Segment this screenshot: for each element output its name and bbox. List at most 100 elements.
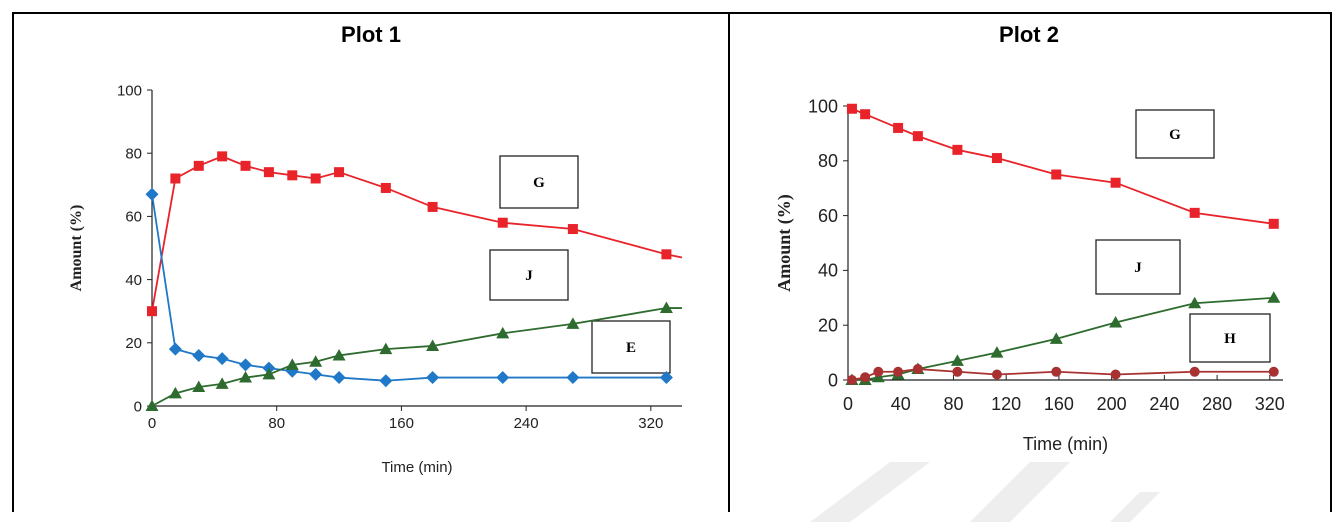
series-0-point	[147, 306, 157, 317]
series-0-point	[334, 167, 345, 178]
label-box-frame	[499, 155, 579, 209]
series-0-point	[860, 109, 871, 120]
series-0-point	[1051, 169, 1062, 180]
x-tick-label: 80	[943, 394, 963, 414]
series-label-box: J	[1095, 239, 1181, 295]
series-0-point	[287, 170, 298, 181]
y-tick-label: 40	[125, 272, 142, 289]
series-2-point	[1189, 366, 1200, 377]
label-box-frame	[1189, 313, 1271, 363]
series-1-point	[566, 371, 580, 385]
label-box-text: G	[1169, 127, 1181, 143]
series-1-point	[1267, 291, 1281, 303]
series-0-point	[380, 182, 391, 193]
series-1-point	[1109, 315, 1123, 328]
series-2-point	[332, 348, 346, 361]
y-tick-label: 80	[125, 145, 142, 162]
label-box-text: H	[1224, 331, 1236, 347]
series-2-point	[846, 375, 857, 385]
x-tick-label: 240	[514, 415, 539, 432]
series-2-point	[379, 342, 393, 355]
plot-2-panel: Plot 2 0 40 80 120 160 200 240 280 320 0 20 40 60 80 1…	[728, 12, 1332, 512]
series-0-point	[427, 201, 438, 212]
series-1-point	[239, 358, 253, 372]
series-0-point	[991, 153, 1002, 164]
series-0-line	[851, 107, 1274, 225]
series-2-point	[566, 317, 580, 329]
series-1-point	[192, 348, 206, 362]
series-2-point	[952, 366, 963, 377]
series-2-point	[426, 339, 440, 351]
series-0-point	[310, 173, 321, 184]
series-2-point	[309, 355, 323, 367]
plot-2-title: Plot 2	[999, 22, 1059, 47]
series-2-point	[168, 386, 182, 399]
series-2-point	[860, 372, 871, 383]
x-tick-label: 0	[148, 415, 156, 432]
x-tick-label: 80	[268, 415, 285, 432]
x-tick-label: 240	[1149, 394, 1179, 414]
series-1-point	[990, 346, 1004, 358]
series-1-point	[950, 354, 964, 366]
label-box-frame	[1135, 109, 1215, 159]
label-box-frame	[1095, 239, 1181, 295]
y-tick-label: 60	[818, 206, 838, 226]
series-2-point	[215, 377, 229, 389]
series-label-box: G	[1135, 109, 1215, 159]
series-0-point	[193, 160, 204, 171]
y-tick-label: 0	[134, 398, 142, 415]
series-1-point	[426, 371, 440, 385]
series-0-point	[893, 122, 904, 133]
y-tick-label: 100	[808, 96, 838, 116]
y-tick-label: 100	[117, 82, 142, 99]
x-axis-label: Time (min)	[381, 459, 452, 476]
y-axis-label: Amount (%)	[774, 194, 795, 292]
series-2-point	[893, 366, 904, 377]
series-2-point	[912, 364, 923, 375]
x-tick-label: 280	[1202, 394, 1232, 414]
plot-1-chart: 0 80 160 240 320 0 20 40 60 80 100 Time (min) Amount…	[68, 82, 683, 476]
series-1-point	[659, 371, 673, 385]
series-2-point	[262, 367, 276, 380]
label-box-frame	[591, 320, 671, 374]
series-2-point	[192, 380, 206, 393]
series-1-point	[1188, 296, 1202, 309]
y-axis-label: Amount (%)	[68, 205, 85, 292]
y-tick-label: 80	[818, 151, 838, 171]
series-0-point	[846, 103, 857, 114]
series-1-line	[151, 194, 667, 382]
series-2-point	[1110, 369, 1121, 380]
x-tick-label: 40	[891, 394, 911, 414]
series-label-box: G	[499, 155, 579, 209]
series-1-point	[309, 367, 323, 381]
series-2-point	[873, 366, 884, 377]
series-0-point	[497, 217, 508, 228]
x-tick-label: 320	[638, 415, 663, 432]
series-0-point	[263, 167, 274, 178]
x-tick-label: 160	[389, 415, 414, 432]
series-0-point	[952, 144, 963, 155]
plot-1-title: Plot 1	[341, 22, 401, 47]
label-box-frame	[489, 249, 569, 301]
series-2-point	[1268, 366, 1279, 377]
series-1-point	[332, 371, 346, 385]
label-box-text: E	[626, 340, 636, 356]
x-tick-label: 160	[1044, 394, 1074, 414]
x-tick-label: 120	[991, 394, 1021, 414]
series-2-point	[659, 301, 673, 314]
series-0-point	[1268, 218, 1279, 229]
series-2-point	[285, 358, 299, 370]
label-box-text: J	[525, 268, 533, 284]
x-tick-label: 200	[1097, 394, 1127, 414]
series-1-point	[1049, 332, 1063, 344]
series-0-point	[170, 173, 181, 184]
y-tick-label: 40	[818, 261, 838, 281]
series-0-point	[217, 151, 228, 162]
series-2-point	[991, 369, 1002, 380]
series-0-point	[567, 224, 578, 235]
series-label-box: H	[1189, 313, 1271, 363]
series-2-point	[496, 326, 510, 339]
series-1-point	[168, 342, 182, 356]
x-axis-label: Time (min)	[1023, 434, 1108, 454]
y-tick-label: 20	[125, 335, 142, 352]
